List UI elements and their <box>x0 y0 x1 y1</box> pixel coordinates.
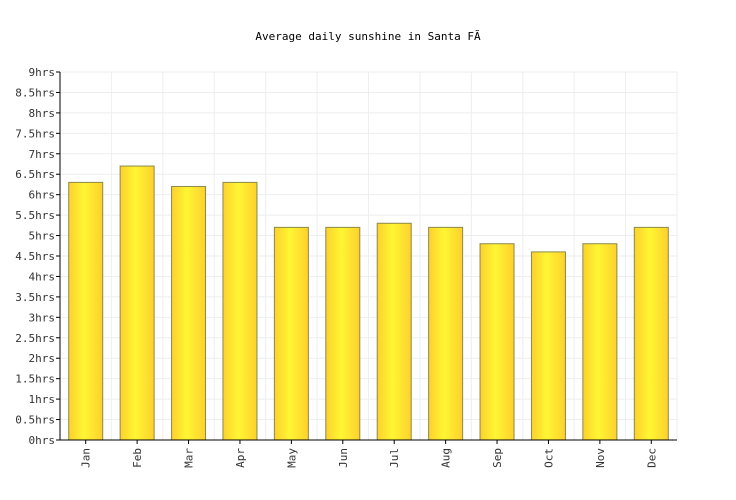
x-tick-label: Nov <box>594 448 607 468</box>
bars <box>68 165 669 441</box>
y-tick-label: 4.5hrs <box>15 250 55 263</box>
x-tick-label: Mar <box>183 448 196 468</box>
x-tick-label: Apr <box>234 448 247 468</box>
bar-jun <box>325 226 361 441</box>
y-tick-label: 8.5hrs <box>15 86 55 99</box>
bar-may <box>273 226 309 441</box>
bar-jan <box>68 181 104 441</box>
bar-nov <box>582 243 618 441</box>
y-tick-label: 5.5hrs <box>15 209 55 222</box>
y-tick-label: 5hrs <box>29 230 56 243</box>
chart-title: Average daily sunshine in Santa FÃ <box>255 30 481 43</box>
y-tick-label: 6.5hrs <box>15 168 55 181</box>
y-tick-label: 2.5hrs <box>15 332 55 345</box>
y-tick-label: 0hrs <box>29 434 56 447</box>
x-tick-label: Jul <box>388 448 401 468</box>
y-tick-label: 2hrs <box>29 352 56 365</box>
y-tick-label: 9hrs <box>29 66 56 79</box>
y-tick-label: 1.5hrs <box>15 373 55 386</box>
y-tick-label: 7.5hrs <box>15 127 55 140</box>
y-tick-label: 3hrs <box>29 311 56 324</box>
x-tick-label: Aug <box>440 448 453 468</box>
y-tick-label: 0.5hrs <box>15 414 55 427</box>
y-tick-label: 1hrs <box>29 393 56 406</box>
y-tick-label: 6hrs <box>29 189 56 202</box>
bar-sep <box>479 243 515 441</box>
tick-labels: 0hrs 0.5hrs 1hrs 1.5hrs 2hrs 2.5hrs 3hrs 3.5hrs… <box>15 66 658 468</box>
x-tick-label: May <box>285 448 298 468</box>
axes <box>56 71 677 444</box>
bar-apr <box>222 181 258 441</box>
x-tick-label: Jun <box>337 448 350 468</box>
bar-dec <box>633 226 669 441</box>
x-tick-label: Sep <box>491 448 504 468</box>
bar-aug <box>428 226 464 441</box>
x-tick-label: Jan <box>80 448 93 468</box>
bar-oct <box>530 251 566 441</box>
bar-feb <box>119 165 155 441</box>
y-tick-label: 3.5hrs <box>15 291 55 304</box>
y-tick-label: 8hrs <box>29 107 56 120</box>
grid-lines <box>59 71 678 441</box>
y-tick-label: 7hrs <box>29 148 56 161</box>
bar-jul <box>376 222 412 441</box>
x-tick-label: Oct <box>542 448 555 468</box>
x-tick-label: Feb <box>131 448 144 468</box>
x-tick-label: Dec <box>645 448 658 468</box>
y-tick-label: 4hrs <box>29 270 56 283</box>
bar-mar <box>171 185 207 441</box>
